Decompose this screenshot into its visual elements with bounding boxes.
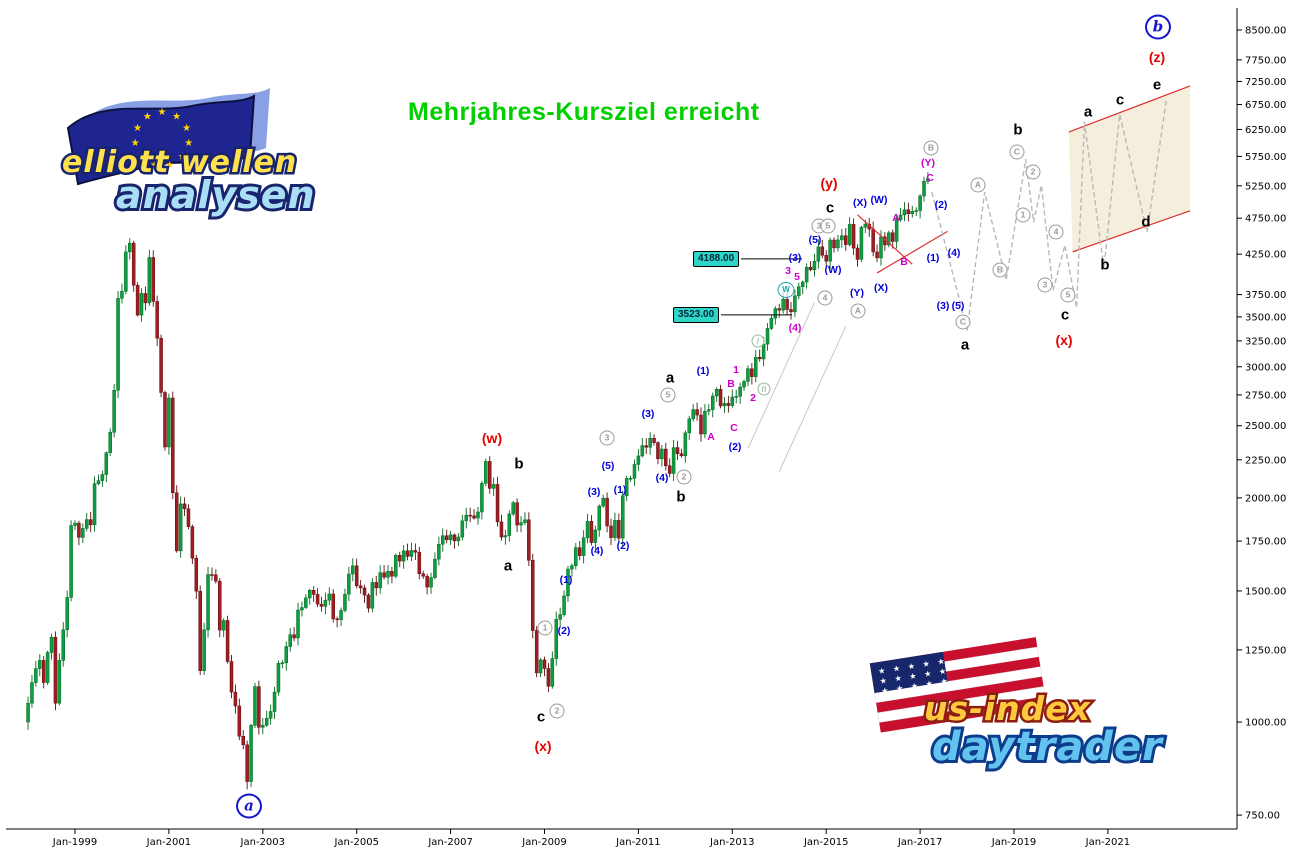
y-axis-label: 3500.00 — [1245, 312, 1286, 323]
y-axis-label: 2250.00 — [1245, 455, 1286, 466]
svg-text:★: ★ — [879, 676, 887, 686]
y-axis-label: 5750.00 — [1245, 152, 1286, 163]
analysen-wordmark: analysen — [116, 173, 316, 217]
svg-text:★: ★ — [165, 160, 174, 171]
svg-text:★: ★ — [937, 657, 945, 667]
x-axis-label: Jan-2011 — [615, 837, 660, 848]
y-axis-label: 4250.00 — [1245, 250, 1286, 261]
svg-text:★: ★ — [925, 679, 933, 689]
svg-text:★: ★ — [910, 681, 918, 691]
elliott-wellen-wordmark: elliott wellen — [62, 145, 297, 180]
svg-text:★: ★ — [150, 160, 159, 171]
candlestick-series — [26, 172, 930, 790]
y-axis-label: 5250.00 — [1245, 181, 1286, 192]
svg-text:★: ★ — [909, 671, 917, 681]
x-axis-label: Jan-2009 — [521, 837, 566, 848]
y-axis-label: 1500.00 — [1245, 586, 1286, 597]
svg-text:★: ★ — [172, 111, 181, 122]
x-axis-label: Jan-2007 — [427, 837, 472, 848]
x-axis-label: Jan-2001 — [146, 837, 191, 848]
y-axis-label: 2750.00 — [1245, 390, 1286, 401]
y-axis-label: 4750.00 — [1245, 214, 1286, 225]
x-axis-label: Jan-2015 — [803, 837, 848, 848]
x-axis-label: Jan-2019 — [991, 837, 1036, 848]
svg-text:★: ★ — [894, 674, 902, 684]
projection-path — [931, 98, 1168, 332]
y-axis-label: 6750.00 — [1245, 100, 1286, 111]
projection-wedge-fill — [1068, 85, 1191, 252]
red-trendlines — [857, 85, 1191, 274]
svg-text:★: ★ — [137, 152, 146, 163]
svg-text:★: ★ — [881, 686, 889, 696]
y-axis-label: 7250.00 — [1245, 77, 1286, 88]
svg-text:★: ★ — [182, 123, 191, 134]
y-axis-label: 6250.00 — [1245, 125, 1286, 136]
y-axis-label: 1000.00 — [1245, 718, 1286, 729]
daytrader-wordmark: daytrader — [932, 724, 1164, 770]
svg-text:★: ★ — [131, 138, 140, 149]
svg-text:★: ★ — [892, 664, 900, 674]
svg-text:★: ★ — [878, 666, 886, 676]
svg-text:★: ★ — [907, 661, 915, 671]
us-index-daytrader-logo: ★ ★ ★ ★ ★★ ★ ★ ★ ★★ ★ ★ ★ ★ us-index daytrader — [869, 637, 1166, 773]
y-axis-label: 3750.00 — [1245, 290, 1286, 301]
chart-title: Mehrjahres-Kursziel erreicht — [408, 98, 760, 126]
eu-stars-icon: ★ ★★★★★★★★★★ — [131, 107, 193, 171]
x-axis-label: Jan-2013 — [709, 837, 754, 848]
us-flag-stars-icon: ★ ★ ★ ★ ★★ ★ ★ ★ ★★ ★ ★ ★ ★ — [878, 657, 949, 696]
svg-text:★: ★ — [922, 659, 930, 669]
svg-text:★: ★ — [940, 676, 948, 686]
axes: 8500.00 7750.00 7250.00 6750.00 6250.00 5750.… — [6, 8, 1286, 848]
svg-text:★: ★ — [158, 107, 167, 118]
us-index-wordmark: us-index — [924, 689, 1092, 728]
y-axis-label: 1250.00 — [1245, 645, 1286, 656]
svg-text:★: ★ — [133, 123, 142, 134]
y-axis-label: 3000.00 — [1245, 362, 1286, 373]
x-axis-label: Jan-1999 — [52, 837, 97, 848]
svg-text:★: ★ — [184, 138, 193, 149]
svg-text:★: ★ — [924, 669, 932, 679]
gray-trendlines — [747, 302, 847, 472]
eu-flag-icon — [66, 94, 256, 186]
y-axis-label: 1750.00 — [1245, 537, 1286, 548]
svg-text:★: ★ — [143, 111, 152, 122]
x-axis-label: Jan-2003 — [240, 837, 285, 848]
y-axis-label: 8500.00 — [1245, 26, 1286, 37]
elliott-wellen-analysen-logo: ★ ★★★★★★★★★★ elliott wellen analysen — [60, 88, 318, 220]
y-axis-label: 750.00 — [1245, 811, 1280, 822]
svg-text:★: ★ — [178, 152, 187, 163]
us-flag-icon: ★ ★ ★ ★ ★★ ★ ★ ★ ★★ ★ ★ ★ ★ — [869, 637, 1047, 733]
y-axis-label: 3250.00 — [1245, 336, 1286, 347]
x-axis-label: Jan-2005 — [333, 837, 378, 848]
svg-text:★: ★ — [938, 667, 946, 677]
x-axis-label: Jan-2017 — [897, 837, 942, 848]
y-axis-label: 2500.00 — [1245, 421, 1286, 432]
x-axis-label: Jan-2021 — [1085, 837, 1130, 848]
y-axis-label: 2000.00 — [1245, 493, 1286, 504]
y-axis-label: 7750.00 — [1245, 55, 1286, 66]
svg-text:★: ★ — [895, 684, 903, 694]
